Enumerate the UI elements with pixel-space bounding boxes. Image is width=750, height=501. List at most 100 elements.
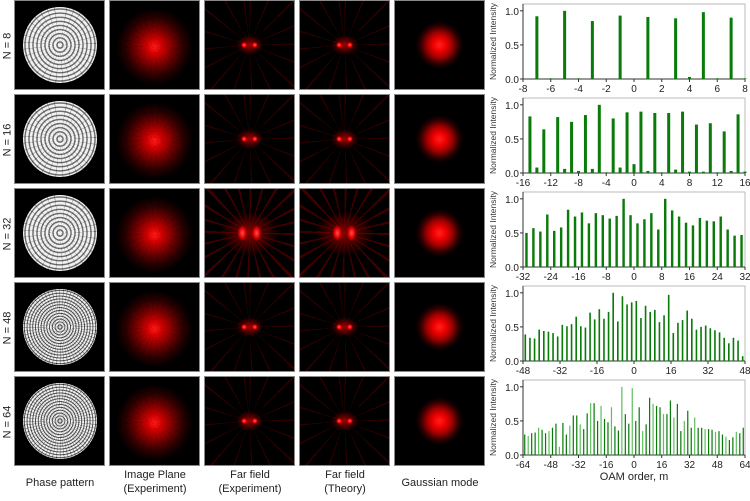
row-label-text: N = 48 — [1, 311, 13, 344]
phase-pattern-render — [23, 7, 97, 83]
bar-m-11 — [556, 117, 560, 173]
bar-m17 — [672, 333, 675, 361]
y-tick-label: 0.0 — [505, 263, 519, 274]
bar-m31 — [740, 234, 743, 267]
bar-m21 — [681, 320, 684, 361]
bar-m-27 — [570, 324, 573, 361]
image-plane-image — [109, 0, 200, 90]
x-tick-label: 16 — [656, 460, 668, 470]
bar-m6 — [674, 169, 678, 173]
image-plane-image — [109, 188, 200, 278]
bar-m-35 — [552, 333, 554, 361]
x-tick-label: -32 — [553, 366, 568, 376]
bar-m-7 — [535, 16, 539, 79]
image-plane-render — [110, 1, 199, 89]
x-tick-label: 48 — [739, 366, 750, 376]
bar-m10 — [701, 171, 705, 173]
x-tick-label: -8 — [602, 272, 611, 282]
bar-m45 — [711, 429, 713, 455]
row-label: N = 32 — [0, 188, 14, 279]
bar-m33 — [690, 427, 692, 455]
bar-m13 — [663, 315, 665, 361]
x-tick-label: -2 — [602, 84, 611, 94]
bar-m-59 — [531, 433, 533, 455]
x-tick-label: -8 — [574, 178, 583, 188]
phase-pattern-image — [14, 94, 105, 184]
bar-m7 — [649, 311, 651, 361]
plot-frame — [522, 285, 746, 362]
bar-m14 — [729, 170, 733, 173]
x-tick-label: -16 — [590, 366, 605, 376]
far-field-theory-image — [299, 0, 390, 90]
bar-m-47 — [551, 427, 554, 455]
bar-m7 — [657, 229, 660, 267]
bar-m-37 — [547, 331, 550, 361]
x-tick-label: 0 — [631, 272, 637, 282]
bar-m27 — [695, 329, 698, 361]
bar-m23 — [673, 417, 675, 455]
y-tick-label: 0.5 — [505, 417, 519, 428]
y-tick-label: 0.5 — [505, 41, 519, 52]
column-label-line: Far field — [230, 469, 270, 481]
bar-m33 — [709, 328, 712, 361]
bar-m-25 — [575, 316, 577, 361]
column-label: Far field (Theory) — [299, 468, 391, 496]
bar-m-5 — [621, 296, 624, 361]
bar-m-23 — [580, 326, 582, 361]
bar-m-5 — [615, 215, 618, 267]
bar-m-2 — [604, 79, 608, 80]
x-tick-label: -4 — [602, 178, 611, 188]
chart-svg: Normalized Intensity 0.0 0.5 1.0 -32 -24 -16 -8… — [488, 190, 750, 283]
bar-m-15 — [598, 309, 601, 361]
bar-m13 — [722, 131, 726, 173]
chart-svg: Normalized Intensity 0.0 0.5 1.0 -64 -48 -32 -1… — [488, 378, 750, 471]
bar-m-23 — [553, 230, 556, 267]
row-label-text: N = 8 — [1, 32, 14, 59]
bar-m-27 — [586, 413, 588, 455]
y-axis-label: Normalized Intensity — [488, 190, 498, 268]
bar-m-9 — [570, 121, 574, 173]
bar-m13 — [677, 216, 681, 267]
far-field-theory-image — [299, 376, 390, 466]
bar-m-43 — [558, 446, 561, 455]
bar-m1 — [635, 301, 638, 361]
plot-frame — [522, 191, 746, 268]
bar-m17 — [691, 225, 695, 267]
bar-m-1 — [618, 15, 622, 80]
bar-m-3 — [626, 304, 628, 361]
image-plane-image — [109, 94, 200, 184]
x-tick-label: -48 — [516, 366, 531, 376]
bar-m-15 — [580, 212, 584, 267]
y-tick-label: 0.0 — [505, 75, 519, 86]
bar-m3 — [640, 318, 642, 361]
bar-m-1 — [629, 215, 632, 267]
bar-m1 — [646, 16, 650, 80]
x-tick-label: -16 — [571, 272, 586, 282]
bar-m21 — [705, 220, 709, 267]
bar-m2 — [646, 170, 650, 173]
column-label: Phase pattern — [14, 476, 106, 490]
bar-m49 — [718, 431, 720, 455]
plot-frame — [522, 3, 746, 80]
bar-m5 — [650, 213, 653, 267]
x-tick-label: 0 — [631, 460, 637, 470]
x-tick-label: -64 — [516, 460, 531, 470]
bar-m-5 — [624, 414, 626, 455]
bar-m-15 — [607, 422, 609, 455]
bar-m11 — [670, 210, 674, 267]
bar-m1 — [635, 420, 637, 455]
x-tick-label: 4 — [659, 178, 665, 188]
chart-svg: Normalized Intensity 0.0 0.5 1.0 -16 -12 -8 -4 0… — [488, 96, 750, 189]
bar-m41 — [704, 429, 706, 455]
bar-m7 — [645, 424, 647, 455]
x-axis-label: OAM order, m — [599, 471, 669, 483]
bar-m25 — [676, 403, 678, 455]
far-field-theory-render — [300, 377, 389, 465]
row-label: N = 48 — [0, 282, 14, 373]
bar-m-39 — [565, 434, 567, 455]
x-tick-label: 8 — [687, 178, 693, 188]
x-tick-label: 2 — [659, 84, 665, 94]
x-tick-label: -24 — [544, 272, 559, 282]
x-tick-label: 4 — [687, 84, 693, 94]
far-field-experiment-render — [205, 95, 294, 183]
